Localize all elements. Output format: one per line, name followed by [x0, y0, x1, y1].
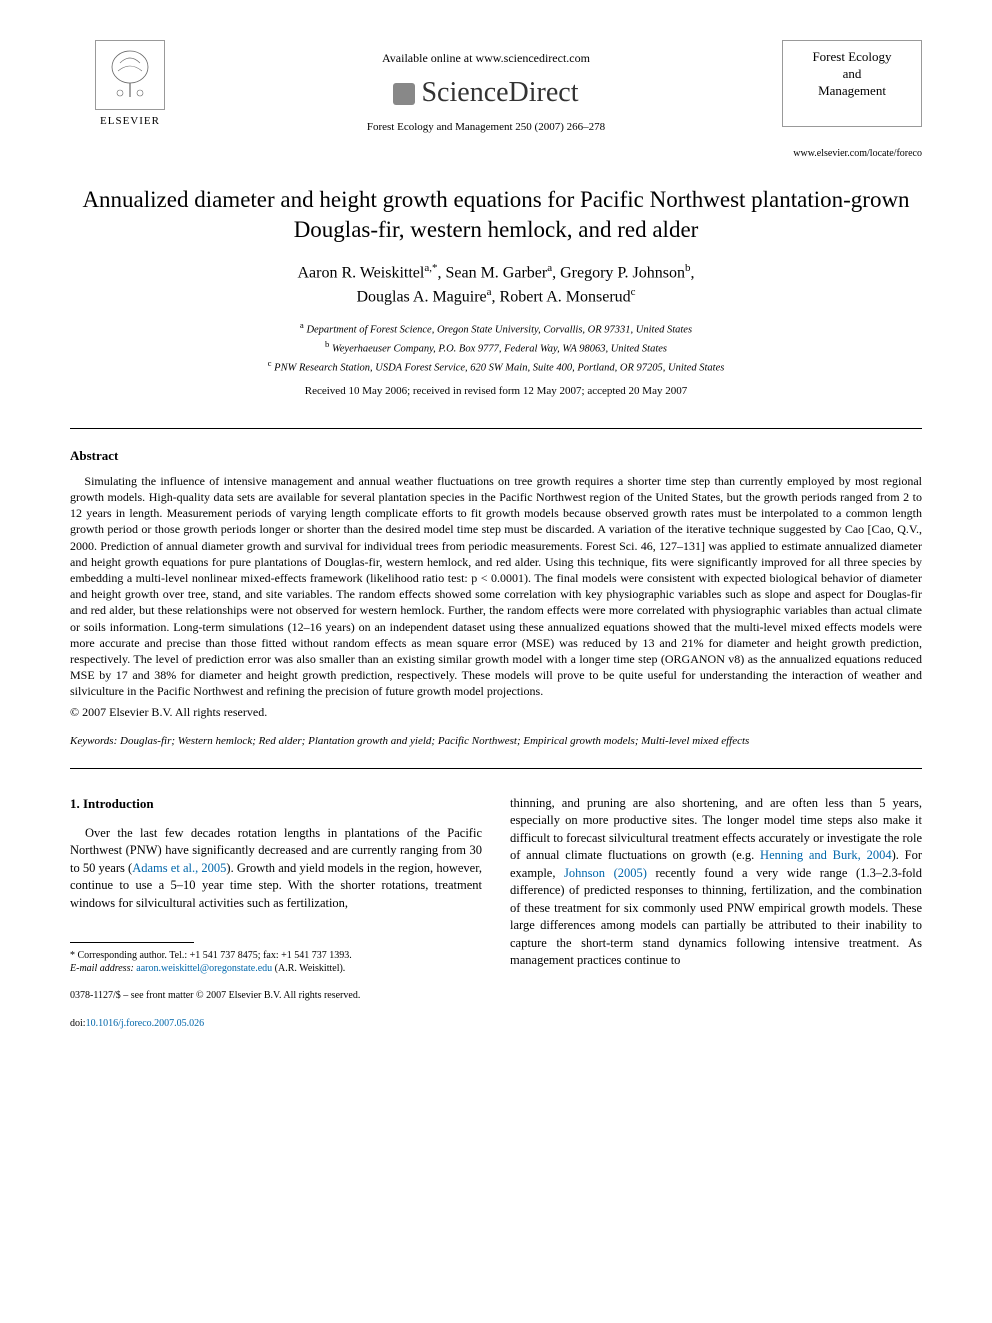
journal-url: www.elsevier.com/locate/foreco [70, 147, 922, 161]
author-1: Aaron R. Weiskittel [297, 264, 424, 281]
intro-para-right: thinning, and pruning are also shortenin… [510, 795, 922, 970]
footnote-email: E-mail address: aaron.weiskittel@oregons… [70, 962, 482, 975]
keywords: Keywords: Douglas-fir; Western hemlock; … [70, 734, 922, 749]
footnote-separator [70, 942, 194, 943]
affiliations: a Department of Forest Science, Oregon S… [70, 319, 922, 377]
author-1-sup: a,* [424, 262, 437, 274]
abstract-heading: Abstract [70, 447, 922, 465]
col2-text-c: recently found a very wide range (1.3–2.… [510, 866, 922, 968]
ref-henning-burk-2004[interactable]: Henning and Burk, 2004 [760, 848, 892, 862]
sciencedirect-block: Available online at www.sciencedirect.co… [190, 40, 782, 139]
keywords-text: Douglas-fir; Western hemlock; Red alder;… [120, 735, 749, 747]
column-left: 1. Introduction Over the last few decade… [70, 795, 482, 1032]
affil-b: Weyerhaeuser Company, P.O. Box 9777, Fed… [332, 343, 667, 354]
journal-name-line1: Forest Ecology [789, 49, 915, 66]
header-row: ELSEVIER Available online at www.science… [70, 40, 922, 139]
ref-johnson-2005[interactable]: Johnson (2005) [564, 866, 647, 880]
footnote-email-address[interactable]: aaron.weiskittel@oregonstate.edu [136, 963, 272, 974]
divider-top [70, 428, 922, 429]
available-online-text: Available online at www.sciencedirect.co… [190, 50, 782, 67]
journal-name-line2: and [789, 66, 915, 83]
section-1-heading: 1. Introduction [70, 795, 482, 813]
elsevier-label: ELSEVIER [100, 114, 160, 129]
sciencedirect-icon [393, 83, 415, 105]
copyright: © 2007 Elsevier B.V. All rights reserved… [70, 704, 922, 721]
sciencedirect-logo: ScienceDirect [190, 73, 782, 112]
footnote-email-label: E-mail address: [70, 963, 134, 974]
abstract-text: Simulating the influence of intensive ma… [70, 473, 922, 700]
author-3-sup: b [685, 262, 691, 274]
body-columns: 1. Introduction Over the last few decade… [70, 795, 922, 1032]
elsevier-tree-icon [95, 40, 165, 110]
journal-name-line3: Management [789, 83, 915, 100]
intro-para-left: Over the last few decades rotation lengt… [70, 825, 482, 913]
divider-bottom [70, 768, 922, 769]
author-3: , Gregory P. Johnson [552, 264, 685, 281]
ref-adams-2005[interactable]: Adams et al., 2005 [132, 861, 226, 875]
author-4: Douglas A. Maguire [356, 288, 486, 305]
affil-c: PNW Research Station, USDA Forest Servic… [274, 363, 724, 374]
article-dates: Received 10 May 2006; received in revise… [70, 384, 922, 399]
column-right: thinning, and pruning are also shortenin… [510, 795, 922, 1032]
footnote-email-tail: (A.R. Weiskittel). [272, 963, 345, 974]
citation-line: Forest Ecology and Management 250 (2007)… [190, 120, 782, 135]
author-5: , Robert A. Monserud [492, 288, 631, 305]
footer-doi: doi:10.1016/j.foreco.2007.05.026 [70, 1017, 482, 1031]
journal-cover-block: Forest Ecology and Management [782, 40, 922, 127]
footer-copyright: 0378-1127/$ – see front matter © 2007 El… [70, 989, 482, 1003]
keywords-label: Keywords: [70, 735, 117, 747]
author-5-sup: c [631, 286, 636, 298]
elsevier-logo-block: ELSEVIER [70, 40, 190, 129]
doi-label: doi: [70, 1018, 86, 1029]
author-2: , Sean M. Garber [437, 264, 547, 281]
authors: Aaron R. Weiskittela,*, Sean M. Garbera,… [70, 261, 922, 308]
affil-a: Department of Forest Science, Oregon Sta… [306, 324, 692, 335]
sciencedirect-text: ScienceDirect [421, 77, 578, 108]
article-title: Annualized diameter and height growth eq… [70, 185, 922, 245]
footnote-corresponding: * Corresponding author. Tel.: +1 541 737… [70, 949, 482, 962]
doi-link[interactable]: 10.1016/j.foreco.2007.05.026 [86, 1018, 205, 1029]
